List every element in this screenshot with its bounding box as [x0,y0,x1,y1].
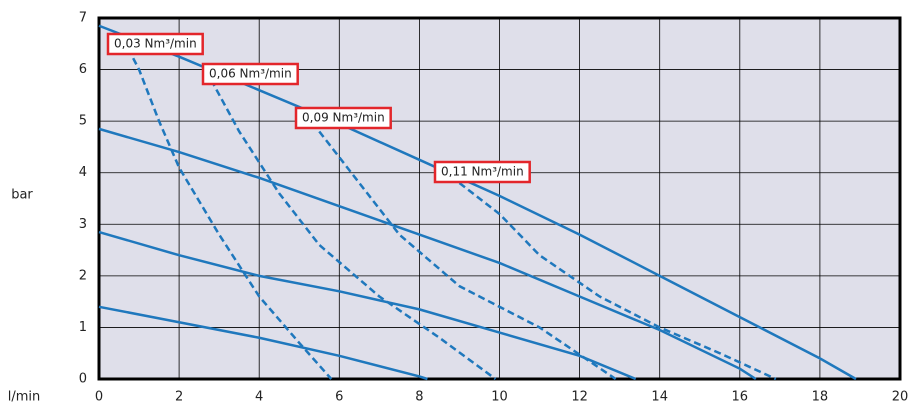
x-tick-label: 12 [571,390,588,405]
x-tick-label: 14 [651,390,668,405]
curve [98,230,637,381]
label-box [201,62,299,86]
x-tick-label: 2 [175,390,183,405]
curve [210,79,497,381]
x-tick-label: 10 [491,390,508,405]
y-axis-label: bar [11,188,33,203]
y-tick-label: 2 [79,268,87,283]
curve [318,130,617,381]
curve [121,38,333,380]
label-box [106,32,204,56]
x-tick-label: 0 [95,390,103,405]
curve [98,305,428,381]
x-tick-label: 16 [732,390,749,405]
label-box [294,106,392,130]
curve [98,127,757,381]
curve [458,182,777,381]
y-tick-label: 3 [79,217,87,232]
series-label: 0,03 Nm³/min [114,37,197,51]
plot-border [97,16,902,381]
x-tick-label: 20 [892,390,909,405]
y-tick-label: 5 [79,114,87,129]
series-label: 0,09 Nm³/min [302,111,385,125]
x-tick-label: 18 [812,390,829,405]
x-tick-label: 8 [415,390,423,405]
series-label: 0,06 Nm³/min [209,67,292,81]
y-tick-label: 6 [79,62,87,77]
x-tick-label: 4 [255,390,263,405]
x-axis-label: l/min [8,390,41,405]
y-tick-label: 7 [79,11,87,26]
series-label: 0,11 Nm³/min [441,165,524,179]
label-box [433,160,531,184]
x-tick-label: 6 [335,390,343,405]
y-tick-label: 1 [79,320,87,335]
y-tick-label: 0 [79,372,87,387]
y-tick-label: 4 [79,165,87,180]
